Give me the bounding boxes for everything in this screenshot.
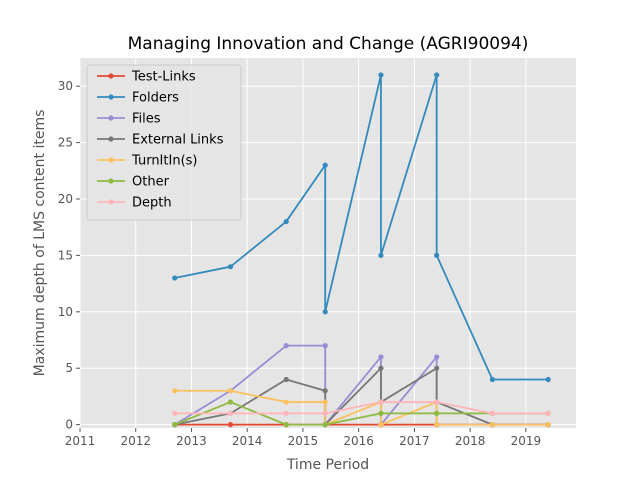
data-point (378, 422, 384, 428)
legend-box (86, 64, 242, 221)
data-point (378, 252, 384, 259)
y-tick-label: 20 (58, 192, 73, 206)
data-point (489, 376, 495, 383)
series-depth (172, 399, 551, 416)
series-line (174, 401, 549, 415)
x-tick-label: 2015 (288, 434, 319, 448)
legend-label: Folders (132, 91, 179, 106)
data-point (322, 162, 328, 168)
y-axis-label: Maximum depth of LMS content items (32, 110, 48, 377)
data-point (545, 376, 551, 383)
legend-swatch-marker (108, 73, 114, 79)
legend-label: Depth (132, 196, 172, 211)
data-point (322, 410, 328, 416)
x-tick-label: 2018 (455, 434, 486, 448)
legend-swatch-marker (108, 115, 114, 121)
data-point (227, 422, 234, 428)
y-tick-label: 30 (58, 79, 73, 93)
data-point (227, 410, 234, 416)
legend-swatch-marker (108, 199, 114, 205)
data-point (434, 410, 440, 416)
x-tick-label: 2014 (232, 434, 263, 448)
x-tick-label: 2011 (65, 434, 96, 448)
data-point (322, 388, 328, 394)
data-point (283, 376, 289, 383)
legend-label: TurnItIn(s) (131, 154, 197, 169)
data-point (227, 388, 234, 394)
data-point (172, 410, 178, 416)
data-point (434, 354, 440, 360)
legend-entry: External Links (97, 133, 224, 148)
data-point (378, 72, 384, 78)
legend-swatch-marker (108, 136, 114, 142)
data-point (545, 422, 551, 428)
data-point (434, 365, 440, 371)
legend-label: Test-Links (131, 70, 196, 85)
data-point (489, 422, 495, 428)
data-point (227, 264, 234, 270)
data-point (172, 388, 178, 394)
legend-entry: Folders (97, 91, 179, 106)
x-tick-label: 2017 (399, 434, 430, 448)
data-point (172, 275, 178, 281)
x-tick-label: 2019 (511, 434, 542, 448)
data-point (378, 354, 384, 360)
x-tick-label: 2016 (343, 434, 374, 448)
data-point (434, 422, 440, 428)
data-point (378, 365, 384, 371)
legend-label: External Links (132, 133, 224, 148)
data-point (322, 309, 328, 315)
legend-entry: TurnItIn(s) (97, 154, 197, 169)
data-point (283, 218, 289, 225)
series-group (172, 72, 551, 428)
legend-swatch-marker (108, 178, 114, 184)
axis-ticks: 2011 2012 2013 2014 2015 2016 2017 2018 20190510… (58, 79, 541, 448)
data-point (378, 410, 384, 416)
data-point (489, 410, 495, 416)
grid (79, 58, 576, 428)
y-tick-label: 5 (65, 361, 73, 375)
data-point (283, 410, 289, 416)
data-point (322, 399, 328, 405)
x-tick-label: 2013 (176, 434, 207, 448)
legend: Test-Links Folders Files External Links Turn… (86, 64, 242, 221)
data-point (283, 422, 289, 428)
data-point (434, 399, 440, 405)
chart-title: Managing Innovation and Change (AGRI9009… (128, 34, 529, 54)
data-point (322, 343, 328, 349)
data-point (322, 422, 328, 428)
y-tick-label: 15 (58, 248, 73, 262)
data-point (434, 252, 440, 259)
legend-entry: Depth (97, 196, 172, 211)
data-point (283, 399, 289, 405)
y-tick-label: 10 (58, 305, 73, 319)
legend-entry: Test-Links (97, 70, 196, 85)
y-tick-label: 25 (58, 136, 73, 150)
y-tick-label: 0 (65, 418, 73, 432)
legend-swatch-marker (108, 94, 114, 100)
legend-label: Other (132, 175, 170, 190)
data-point (545, 410, 551, 416)
data-point (283, 343, 289, 349)
series-folders (172, 72, 551, 383)
series-line (174, 401, 549, 426)
data-point (227, 399, 234, 405)
data-point (172, 422, 178, 428)
data-point (434, 72, 440, 78)
legend-entry: Files (97, 112, 161, 127)
x-axis-label: Time Period (286, 457, 369, 473)
legend-swatch-marker (108, 157, 114, 163)
legend-label: Files (132, 112, 161, 127)
data-point (378, 399, 384, 405)
legend-entry: Other (97, 175, 170, 190)
x-tick-label: 2012 (120, 434, 151, 448)
